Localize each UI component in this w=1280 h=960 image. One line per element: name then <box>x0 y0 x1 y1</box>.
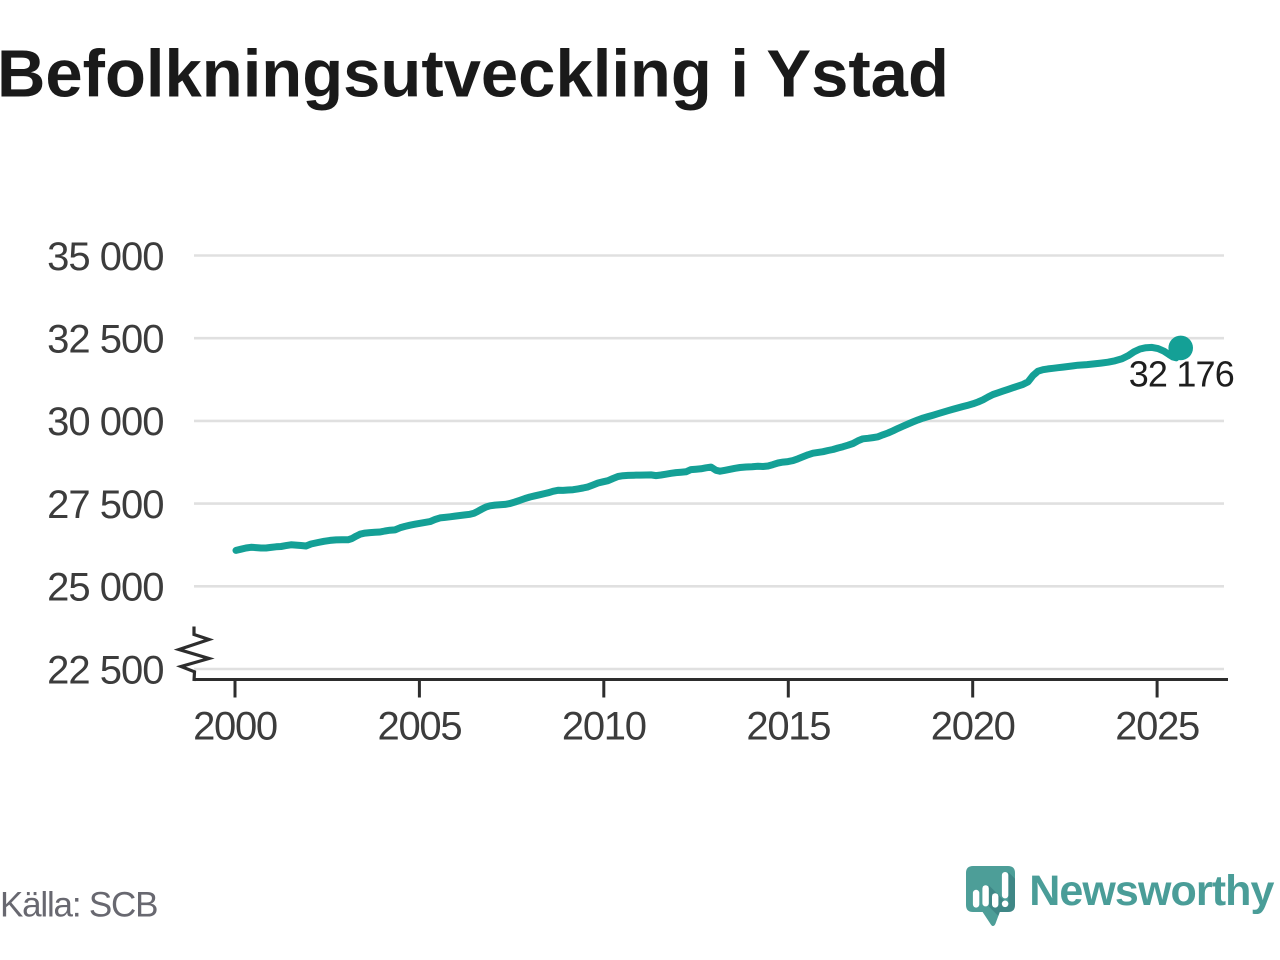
svg-text:2005: 2005 <box>378 705 462 749</box>
svg-text:30 000: 30 000 <box>47 400 163 444</box>
svg-text:2025: 2025 <box>1115 705 1199 749</box>
svg-text:32 500: 32 500 <box>47 318 163 362</box>
svg-text:Befolkningsutveckling i Ystad: Befolkningsutveckling i Ystad <box>0 36 949 111</box>
svg-text:Newsworthy: Newsworthy <box>1029 867 1274 915</box>
svg-text:27 500: 27 500 <box>47 483 163 527</box>
svg-text:Källa: SCB: Källa: SCB <box>0 885 157 924</box>
svg-text:2015: 2015 <box>746 705 830 749</box>
svg-text:2010: 2010 <box>562 705 646 749</box>
svg-text:32 176: 32 176 <box>1129 354 1234 395</box>
svg-text:22 500: 22 500 <box>47 648 163 692</box>
svg-text:2000: 2000 <box>193 705 277 749</box>
svg-text:25 000: 25 000 <box>47 566 163 610</box>
svg-text:2020: 2020 <box>931 705 1015 749</box>
svg-text:35 000: 35 000 <box>47 235 163 279</box>
